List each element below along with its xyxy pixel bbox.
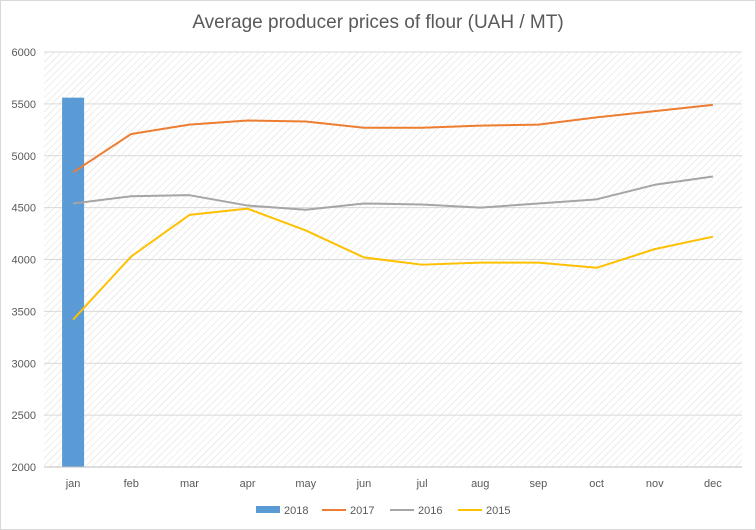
series-line-2015: [72, 207, 714, 321]
x-tick-label: oct: [589, 478, 604, 490]
series-line-2017: [72, 103, 714, 174]
y-tick-label: 4000: [12, 255, 36, 267]
x-tick-label: jun: [356, 478, 372, 490]
x-tick-label: nov: [646, 478, 664, 490]
y-tick-label: 6000: [12, 47, 36, 59]
y-tick-label: 3500: [12, 306, 36, 318]
x-tick-label: jul: [416, 478, 428, 490]
legend-swatch-2018: [256, 506, 280, 513]
x-tick-label: aug: [471, 478, 489, 490]
y-tick-label: 3000: [12, 358, 36, 370]
legend-label-2017: 2017: [350, 505, 374, 517]
chart-title: Average producer prices of flour (UAH / …: [192, 12, 564, 33]
legend-label-2015: 2015: [486, 505, 510, 517]
x-tick-label: dec: [704, 478, 722, 490]
y-tick-label: 2500: [12, 410, 36, 422]
legend-label-2016: 2016: [418, 505, 442, 517]
x-tick-label: may: [295, 478, 316, 490]
x-tick-label: jan: [65, 478, 81, 490]
x-tick-label: feb: [124, 478, 139, 490]
series-line-2016: [72, 175, 714, 211]
x-tick-label: apr: [240, 478, 256, 490]
x-tick-label: sep: [530, 478, 548, 490]
legend-label-2018: 2018: [284, 505, 308, 517]
bar-2018: [62, 97, 85, 468]
y-tick-label: 4500: [12, 203, 36, 215]
x-tick-label: mar: [180, 478, 199, 490]
y-tick-label: 5000: [12, 151, 36, 163]
y-tick-label: 5500: [12, 99, 36, 111]
y-tick-label: 2000: [12, 462, 36, 474]
